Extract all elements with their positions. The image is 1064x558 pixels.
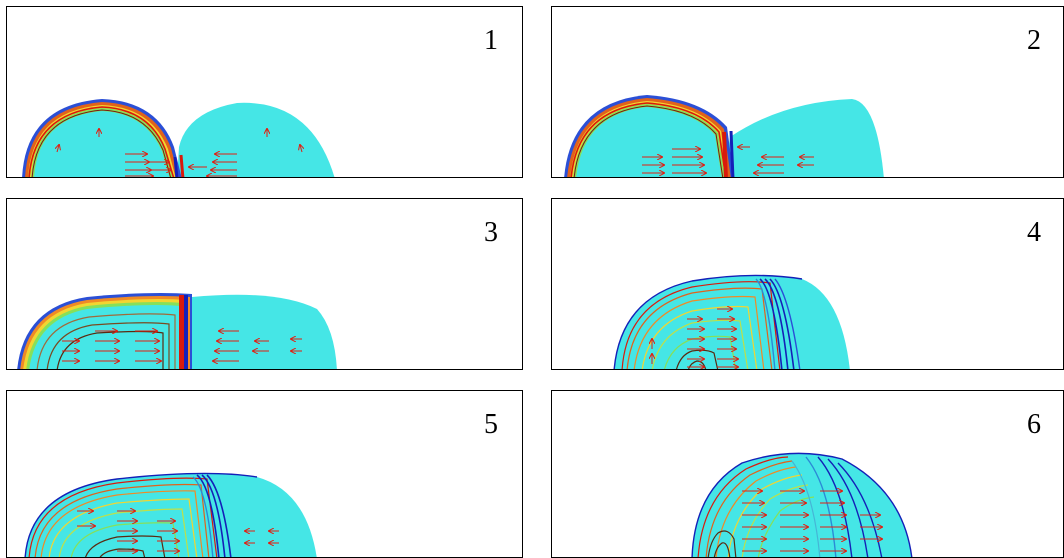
panel-number: 2 [1027, 25, 1041, 56]
panel-3-plot [17, 293, 337, 369]
velocity-arrows [77, 511, 279, 551]
temperature-contours [691, 452, 913, 557]
panel-5-plot [24, 472, 317, 557]
contact-neck [179, 295, 184, 369]
right-droplet [724, 99, 884, 177]
panel-1-plot [22, 99, 335, 177]
panel-6-plot [691, 452, 913, 557]
panel-number: 4 [1027, 217, 1041, 248]
panel-5: 5 [6, 390, 523, 558]
panel-2: 2 [551, 6, 1064, 178]
contact-neck [722, 131, 728, 177]
contact-neck [173, 156, 179, 177]
temperature-contours [613, 274, 803, 369]
right-droplet [177, 102, 335, 177]
right-droplet [192, 294, 337, 369]
droplet [614, 275, 850, 369]
droplet [25, 473, 317, 557]
left-droplet-core [29, 305, 181, 369]
panel-4-plot [613, 274, 850, 369]
panel-number: 6 [1027, 409, 1041, 440]
panel-number: 3 [484, 217, 498, 248]
panel-6: 6 [551, 390, 1064, 558]
panel-1: 1 [6, 6, 523, 178]
velocity-arrows [652, 309, 738, 367]
velocity-arrows [62, 331, 302, 361]
panel-3: 3 [6, 198, 523, 370]
velocity-arrows [642, 147, 814, 173]
velocity-arrows [742, 491, 882, 551]
panel-number: 5 [484, 409, 498, 440]
left-droplet-core [576, 107, 722, 177]
left-droplet-core [34, 111, 170, 177]
panel-2-plot [564, 95, 884, 177]
temperature-contours [24, 472, 258, 557]
panel-number: 1 [484, 25, 498, 56]
velocity-arrows [57, 129, 302, 176]
panel-4: 4 [551, 198, 1064, 370]
